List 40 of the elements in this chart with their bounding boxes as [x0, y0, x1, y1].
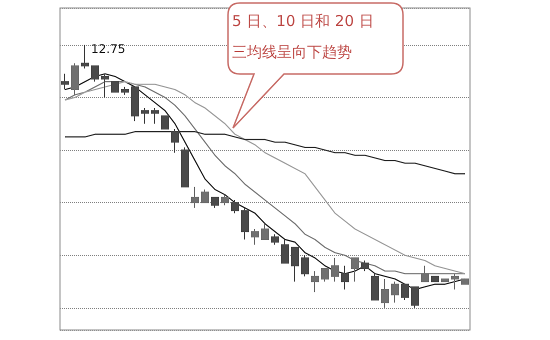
candlestick: [141, 107, 149, 124]
candlestick: [181, 146, 189, 188]
candlestick: [101, 73, 109, 98]
candlestick: [61, 73, 69, 90]
candlestick: [321, 268, 329, 282]
candlestick: [361, 260, 369, 272]
candlestick: [331, 257, 339, 282]
candlestick: [281, 239, 289, 264]
candlestick: [131, 86, 139, 122]
candlestick: [171, 128, 179, 154]
candlestick: [291, 246, 299, 282]
candlestick: [121, 86, 129, 96]
annotation: 12.75: [91, 42, 126, 56]
candlestick: [381, 278, 389, 308]
candlestick: [301, 254, 309, 277]
candlestick: [161, 115, 169, 130]
candlestick: [401, 284, 409, 301]
candlestick: [411, 286, 419, 308]
candlestick: [311, 270, 319, 293]
candlestick: [231, 200, 239, 214]
candlestick: [341, 265, 349, 290]
candlestick: [271, 234, 279, 246]
candlestick: [201, 189, 209, 204]
candlestick: [441, 278, 449, 282]
candlestick: [191, 186, 199, 208]
candlestick: [211, 196, 219, 208]
candlestick: [91, 65, 99, 82]
candlestick: [111, 81, 119, 93]
candlestick: [221, 194, 229, 206]
candlestick: [81, 44, 89, 70]
candlestick: [461, 278, 469, 285]
candlestick: [261, 223, 269, 240]
candlestick: [241, 207, 249, 240]
candlestick: [371, 273, 379, 301]
candlestick: [151, 107, 159, 124]
text: 5 日、10 日和 20 日: [232, 12, 374, 30]
candlestick: [251, 228, 259, 246]
candlestick: [391, 281, 399, 304]
candlestick: [431, 276, 439, 282]
annotation: 三均线呈向下趋势: [232, 43, 352, 61]
